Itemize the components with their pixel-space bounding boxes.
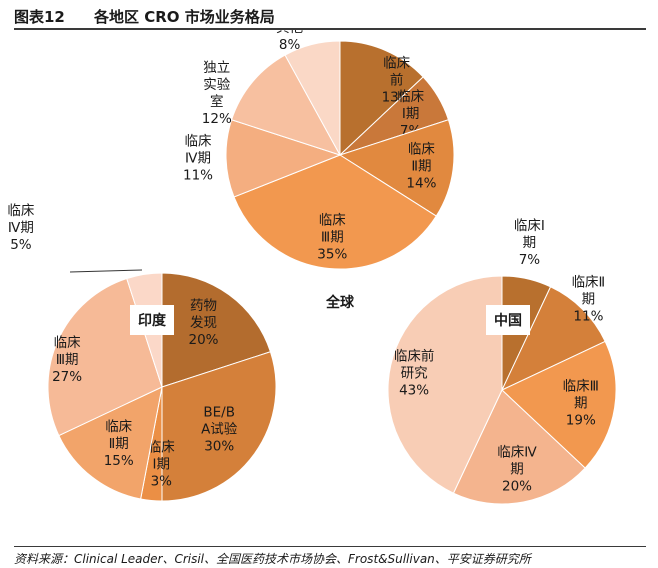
pie-global-label-0: 临床前 13% — [382, 56, 412, 106]
pie-india-label-4: 临床 Ⅲ期 27% — [52, 335, 82, 385]
pie-china-label-0: 临床Ⅰ 期 7% — [514, 218, 545, 268]
pie-india-label-5: 临床 Ⅳ期 5% — [7, 203, 34, 253]
figure-header: 图表12 各地区 CRO 市场业务格局 — [14, 6, 646, 30]
pie-china: 临床Ⅰ 期 7% 临床Ⅱ 期 11% 临床Ⅲ 期 19% 临床Ⅳ 期 20% 临床前研究 43% 中国 — [387, 218, 617, 505]
pie-global-label-6: 其他8% — [276, 30, 303, 53]
pie-charts: 临床前 13% 临床 Ⅰ期 7% 临床 Ⅱ期 14% 临床 Ⅲ期 35% 临床 Ⅳ期 11% 独立实验室 12… — [7, 30, 617, 505]
pie-china-slice-3 — [452, 389, 586, 505]
pie-india-slice-0 — [161, 272, 272, 388]
pie-india-label-3: 临床 Ⅱ期 15% — [104, 419, 134, 469]
footer-divider — [14, 546, 646, 547]
pie-china-label-1: 临床Ⅱ 期 11% — [572, 275, 606, 325]
pie-global-slice-4 — [225, 119, 342, 198]
pie-china-label-3: 临床Ⅳ 期 20% — [497, 444, 537, 494]
pie-china-label-2: 临床Ⅲ 期 19% — [563, 379, 599, 429]
figure-title: 各地区 CRO 市场业务格局 — [94, 8, 275, 26]
pie-china-label-4: 临床前研究 43% — [394, 348, 435, 399]
pie-india-title-box — [130, 305, 174, 335]
pie-india-label-2: 临床 Ⅰ期 3% — [148, 439, 175, 489]
pie-global-slice-3 — [233, 154, 437, 270]
pie-global-label-2: 临床 Ⅱ期 14% — [406, 141, 436, 191]
pie-global-label-4: 临床 Ⅳ期 11% — [183, 134, 213, 184]
pie-india-leader-line — [69, 269, 143, 273]
pie-india-title: 印度 — [138, 312, 167, 329]
pie-global-slice-2 — [338, 119, 455, 217]
pie-global-label-5: 独立实验室 12% — [202, 60, 232, 127]
pie-china-slice-2 — [501, 340, 617, 469]
pie-global-slice-5 — [230, 54, 342, 156]
pie-global-slice-0 — [339, 40, 424, 157]
source-note: 资料来源：Clinical Leader、Crisil、全国医药技术市场协会、F… — [14, 552, 531, 566]
pie-global-title: 全球 — [325, 294, 355, 311]
figure-number: 图表12 — [14, 8, 65, 26]
pie-china-slice-4 — [387, 275, 503, 494]
pie-china-title-box — [486, 305, 530, 335]
pie-global: 临床前 13%临床 Ⅰ期 7%临床 Ⅱ期 14%临床 Ⅲ期 35%临床 Ⅳ期 11%独立实验室 12… — [183, 30, 455, 311]
pie-china-slice-1 — [500, 286, 606, 392]
pie-india-slice-3 — [58, 386, 163, 500]
pie-china-title: 中国 — [494, 312, 522, 329]
pie-india-label-1: BE/B A试验 30% — [201, 405, 238, 455]
pie-global-label-3: 临床 Ⅲ期 35% — [317, 213, 347, 263]
pie-india: 药物发现 20% BE/B A试验 30% 临床 Ⅰ期 3% 临床 Ⅱ期 15% 临床 Ⅲ期 27% 临床 Ⅳ… — [7, 203, 277, 502]
pie-india-slice-1 — [161, 351, 277, 502]
pie-global-slice-6 — [284, 40, 341, 156]
pie-india-label-0: 药物发现 20% — [188, 298, 218, 348]
